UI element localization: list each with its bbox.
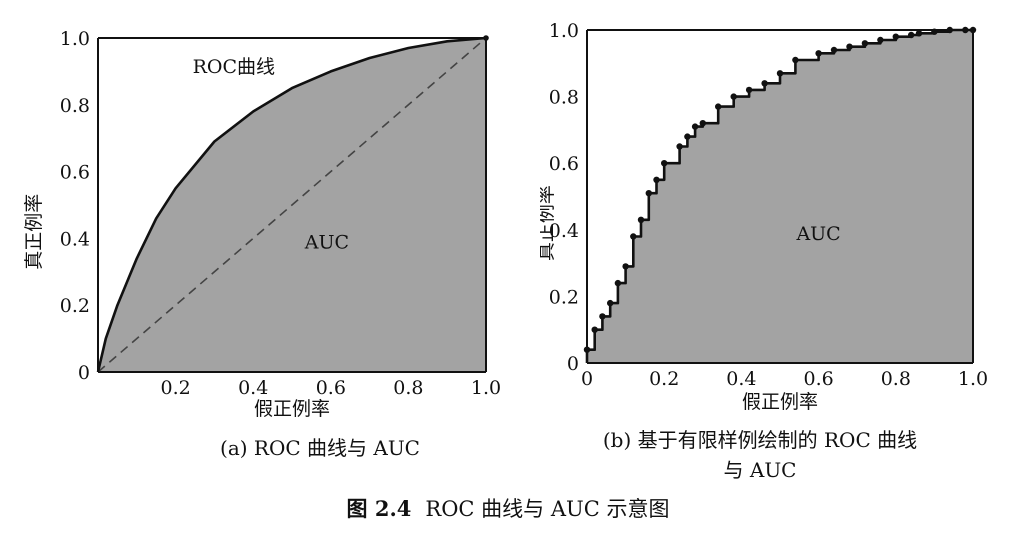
caption-b: (b) 基于有限样例绘制的 ROC 曲线 与 AUC [540, 425, 980, 485]
caption-b-line2: 与 AUC [723, 458, 797, 482]
y-tick-label: 1.0 [60, 28, 90, 50]
roc-point [908, 31, 915, 39]
roc-point [830, 46, 838, 54]
roc-point [591, 326, 598, 333]
roc-point [730, 93, 737, 100]
x-axis-label: 假正例率 [254, 398, 330, 420]
figure-title: ROC 曲线与 AUC 示意图 [425, 497, 670, 521]
roc-point [645, 190, 652, 197]
roc-point [745, 86, 753, 94]
y-tick-label: 0.8 [60, 95, 90, 117]
roc-point [969, 26, 977, 34]
figure-caption: 图 2.4 ROC 曲线与 AUC 示意图 [0, 494, 1016, 524]
x-tick-label: 1.0 [471, 377, 501, 399]
roc-point [931, 28, 938, 35]
roc-point [699, 120, 706, 127]
roc-point [892, 33, 899, 40]
roc-end-point [483, 35, 489, 41]
auc-label: AUC [304, 231, 349, 253]
roc-point [607, 299, 614, 307]
y-axis-label: 真正例率 [540, 185, 557, 261]
roc-point [661, 160, 668, 167]
caption-b-line1: (b) 基于有限样例绘制的 ROC 曲线 [602, 428, 918, 452]
x-tick-label: 1.0 [958, 368, 988, 390]
roc-point [691, 123, 699, 130]
roc-point [962, 26, 969, 34]
roc-point [637, 216, 645, 223]
roc-point [622, 263, 629, 270]
roc-point [684, 133, 691, 140]
y-tick-label: 0 [78, 362, 90, 384]
roc-point [761, 80, 768, 87]
auc-label: AUC [795, 223, 840, 245]
x-tick-label: 0.6 [316, 377, 346, 399]
roc-point [630, 233, 637, 240]
x-axis-label: 假正例率 [742, 391, 818, 413]
roc-point [715, 103, 722, 110]
y-tick-label: 0.2 [60, 295, 90, 317]
roc-point [815, 50, 822, 57]
roc-point [946, 26, 953, 34]
roc-point [915, 30, 923, 37]
roc-point [877, 36, 884, 44]
y-tick-label: 0.2 [549, 286, 579, 308]
y-tick-label: 1.0 [549, 20, 579, 42]
roc-point [846, 43, 853, 50]
y-tick-label: 0.4 [60, 228, 90, 250]
x-tick-label: 0.2 [649, 368, 679, 390]
auc-area [587, 30, 973, 363]
caption-a: (a) ROC 曲线与 AUC [220, 436, 420, 460]
roc-point [583, 346, 591, 353]
y-tick-label: 0.6 [60, 162, 90, 184]
roc-point [653, 176, 660, 183]
roc-point [614, 279, 622, 287]
roc-chart-a: 0 0.2 0.4 0.6 0.8 1.0 0.2 0.4 0.6 0.8 1.0 假正例率 真正例率 R… [23, 28, 501, 420]
roc-curve-label: ROC曲线 [193, 56, 275, 78]
roc-point [792, 56, 799, 64]
roc-point [599, 313, 606, 320]
diagonal-reference-line [97, 37, 487, 373]
x-tick-label: 0.4 [726, 368, 756, 390]
y-tick-label: 0.6 [549, 153, 579, 175]
roc-curve-line [96, 36, 487, 373]
y-tick-label: 0.8 [549, 87, 579, 109]
x-tick-label: 0.2 [160, 377, 190, 399]
roc-point [861, 40, 869, 47]
roc-point [776, 70, 784, 77]
y-tick-label: 0 [567, 353, 579, 375]
figure-number: 图 2.4 [346, 496, 412, 521]
x-tick-label: 0.6 [803, 368, 833, 390]
x-tick-label: 0 [581, 368, 593, 390]
roc-chart-b: 0 0.2 0.4 0.6 0.8 1.0 0 0.2 0.4 0.6 0.8 1.0 假正例率 真正例率… [540, 20, 988, 413]
roc-point [676, 143, 683, 150]
x-tick-label: 0.4 [238, 377, 268, 399]
x-tick-label: 0.8 [393, 377, 423, 399]
y-tick-label: 0.4 [549, 220, 579, 242]
y-axis-label: 真正例率 [23, 194, 45, 270]
x-tick-label: 0.8 [881, 368, 911, 390]
